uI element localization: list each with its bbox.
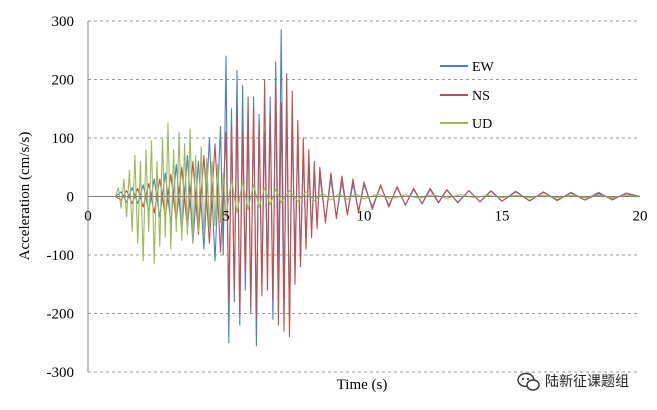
y-tick-label-2: 100 — [52, 131, 75, 147]
watermark: 陆新征课题组 — [517, 372, 629, 391]
y-tick-label-6: -300 — [47, 365, 75, 381]
y-tick-label-0: 300 — [52, 14, 75, 30]
series-line-ew — [88, 29, 641, 347]
y-tick-label-5: -200 — [47, 307, 75, 323]
x-tick-label-1: 5 — [222, 209, 230, 225]
y-tick-label-3: 0 — [67, 190, 75, 206]
series-lines — [88, 29, 641, 347]
watermark-text: 陆新征课题组 — [545, 374, 629, 390]
x-tick-label-0: 0 — [84, 209, 92, 225]
legend: EW NS UD — [440, 60, 495, 132]
legend-label-ud: UD — [472, 117, 492, 132]
grid-lines — [88, 20, 640, 373]
x-axis-title: Time (s) — [337, 377, 388, 393]
x-tick-label-4: 20 — [633, 209, 648, 225]
y-axis-title: Acceleration (cm/s/s) — [17, 132, 33, 261]
y-tick-label-4: -100 — [47, 248, 75, 264]
legend-label-ns: NS — [472, 89, 490, 104]
legend-label-ew: EW — [472, 60, 495, 75]
y-tick-labels: 300 200 100 0 -100 -200 -300 — [47, 14, 75, 381]
x-tick-labels: 0 5 10 15 20 — [84, 209, 647, 225]
y-tick-label-1: 200 — [52, 73, 75, 89]
series-line-ns — [88, 73, 641, 338]
x-tick-label-3: 15 — [495, 209, 510, 225]
axes — [87, 21, 640, 372]
series-line-ud — [88, 122, 641, 265]
wechat-icon — [517, 372, 540, 391]
x-tick-label-2: 10 — [357, 209, 372, 225]
